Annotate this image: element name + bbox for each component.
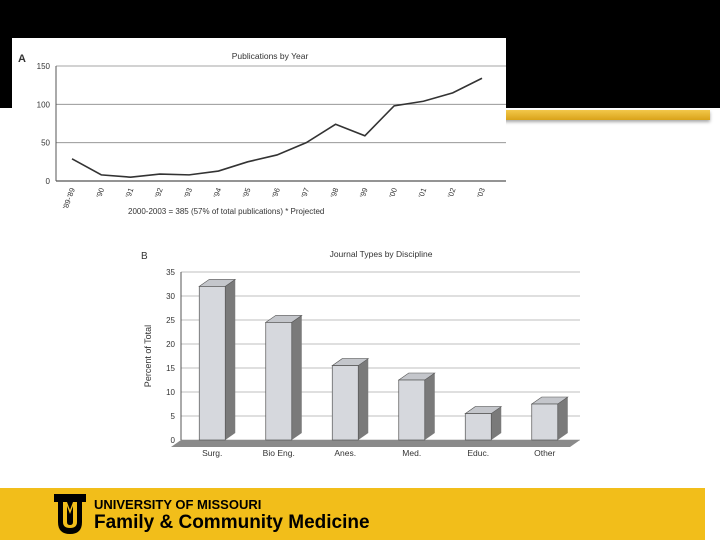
y-tick-label: 50 [41, 139, 50, 148]
x-tick-label: Other [534, 448, 555, 458]
x-tick-label: '03 [475, 187, 487, 199]
x-tick-label: '99 [358, 187, 370, 199]
bar-side [491, 406, 502, 440]
x-tick-label: Surg. [202, 448, 222, 458]
chart-panel-b: B Journal Types by Discipline Percent of… [135, 238, 590, 463]
journal-types-bar-chart: B Journal Types by Discipline Percent of… [141, 249, 580, 458]
x-tick-label: '93 [182, 187, 194, 199]
panel-letter-a: A [18, 53, 26, 65]
bar [265, 322, 293, 441]
y-tick-label: 150 [37, 62, 51, 71]
x-tick-label: Educ. [467, 448, 489, 458]
bar-side [424, 373, 435, 440]
x-tick-label: '91 [124, 187, 136, 199]
publications-line-chart: A Publications by Year 0 50 100 150 '89-'89… [18, 51, 506, 216]
y-tick-label: 0 [46, 177, 51, 186]
bar [398, 379, 426, 441]
x-tick-label: '98 [329, 187, 341, 199]
bar-side [358, 358, 369, 440]
y-tick-label: 100 [37, 100, 51, 109]
bar [464, 413, 492, 441]
panel-letter-b: B [141, 251, 148, 262]
bar-side [557, 397, 568, 440]
mu-logo-icon [54, 494, 86, 534]
y-tick-label: 10 [166, 388, 175, 397]
chart-panel-a: A Publications by Year 0 50 100 150 '89-'89… [12, 38, 506, 223]
chart-b-title: Journal Types by Discipline [330, 249, 433, 259]
y-tick-label: 25 [166, 316, 175, 325]
y-tick-label: 5 [171, 412, 176, 421]
y-tick-label: 15 [166, 364, 175, 373]
x-tick-label: Med. [402, 448, 421, 458]
chart-b-ylabel: Percent of Total [143, 325, 153, 387]
bar-side [225, 279, 236, 440]
x-tick-label: '97 [299, 187, 311, 199]
chart-a-caption: 2000-2003 = 385 (57% of total publicatio… [128, 207, 324, 216]
bar-side [291, 315, 302, 440]
y-tick-label: 0 [171, 436, 176, 445]
bar [531, 403, 559, 441]
department-name: Family & Community Medicine [94, 512, 370, 533]
footer-bar [0, 488, 705, 540]
gold-accent-rule [500, 110, 710, 120]
bar [331, 365, 359, 441]
chart-floor [171, 440, 580, 447]
y-tick-label: 35 [166, 268, 175, 277]
y-tick-label: 20 [166, 340, 175, 349]
x-tick-label: '89-'89 [61, 187, 77, 211]
x-tick-label: Anes. [334, 448, 356, 458]
chart-a-title: Publications by Year [232, 51, 309, 61]
x-tick-label: '94 [212, 187, 224, 199]
x-tick-label: '90 [94, 187, 106, 199]
x-tick-label: '95 [241, 187, 253, 199]
x-tick-label: Bio Eng. [263, 448, 295, 458]
university-name: UNIVERSITY OF MISSOURI [94, 497, 262, 512]
bar [198, 286, 226, 441]
x-tick-label: '02 [446, 187, 458, 199]
series-line [71, 77, 483, 178]
x-tick-label: '01 [417, 187, 429, 199]
y-tick-label: 30 [166, 292, 175, 301]
x-tick-label: '92 [153, 187, 165, 199]
x-tick-label: '00 [387, 187, 399, 199]
x-tick-label: '96 [270, 187, 282, 199]
